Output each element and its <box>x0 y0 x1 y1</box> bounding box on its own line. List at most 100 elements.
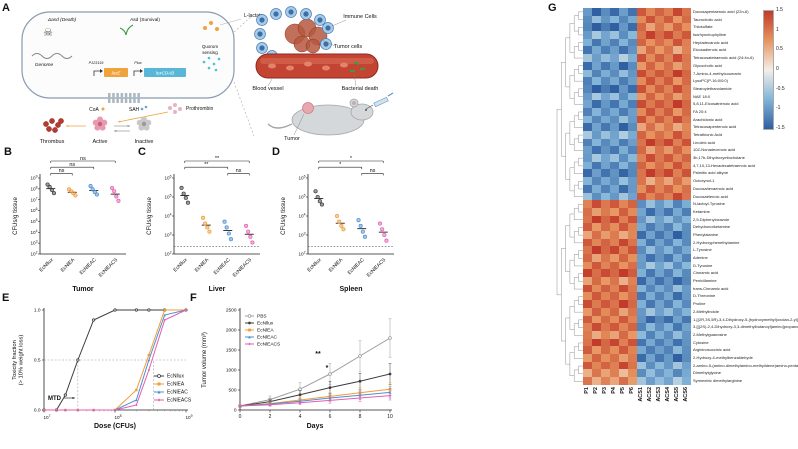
heatmap-col-label: ACS6 <box>683 387 690 402</box>
heatmap-cell <box>655 284 664 293</box>
data-point <box>116 198 121 203</box>
heatmap-cell <box>664 377 673 385</box>
heatmap-cell <box>619 338 628 347</box>
heatmap-cell <box>619 146 628 155</box>
heatmap-cell <box>619 131 628 139</box>
heatmap-cell <box>664 346 673 354</box>
significance-label: ns <box>236 168 242 174</box>
x-axis-title: Spleen <box>340 286 363 293</box>
syringe-plunger <box>387 92 394 97</box>
heatmap-cell <box>673 69 682 78</box>
panel-label-c: C <box>138 146 146 158</box>
label-genome: Genome <box>35 62 54 68</box>
legend-label: EcNllux <box>257 321 274 327</box>
heatmap-cell <box>664 238 673 247</box>
heatmap-cell <box>655 131 664 139</box>
heatmap-cell <box>619 277 628 285</box>
heatmap-cell <box>637 254 646 262</box>
heatmap-cell <box>682 177 691 185</box>
heatmap-row-label: 2-Methylindole <box>693 308 720 314</box>
heatmap-cell <box>655 146 664 155</box>
heatmap-cell <box>601 161 610 170</box>
platelet-petal <box>145 119 152 126</box>
heatmap-cell <box>637 23 646 32</box>
heatmap-cell <box>682 369 691 377</box>
heatmap-cell <box>583 107 592 116</box>
marker <box>388 372 392 376</box>
colorbar-tick-label: -0.5 <box>776 85 785 92</box>
heatmap-cell <box>610 353 619 362</box>
legend-label: EcNlEA <box>257 328 274 334</box>
axis-tick-label: 1000 <box>226 368 237 374</box>
heatmap-cell <box>592 238 601 247</box>
x-category-label: EcNlEACS <box>232 257 254 279</box>
heatmap-cell <box>646 292 655 301</box>
heatmap-cell <box>637 154 646 162</box>
heatmap-cell <box>673 138 682 147</box>
heatmap-cell <box>664 100 673 108</box>
heatmap-cell <box>637 361 646 370</box>
heatmap-cell <box>583 346 592 354</box>
heatmap-cell <box>592 353 601 362</box>
heatmap-cell <box>619 361 628 370</box>
tumor-bump <box>302 102 314 114</box>
heatmap-cell <box>664 330 673 339</box>
heatmap-cell <box>664 261 673 270</box>
platelet-petal <box>92 119 99 126</box>
heatmap-cell <box>628 69 637 78</box>
heatmap-cell <box>637 100 646 108</box>
heatmap-cell <box>655 323 664 331</box>
heatmap-cell <box>682 31 691 39</box>
quorum-molecule <box>207 56 211 60</box>
heatmap-cell <box>664 361 673 370</box>
lactate-molecule <box>215 27 219 31</box>
heatmap-cell <box>664 223 673 231</box>
data-point <box>49 187 54 192</box>
axis-tick-label: 106 <box>298 175 305 181</box>
heatmap-col-label: P2 <box>593 387 600 395</box>
heatmap-cell <box>655 377 664 385</box>
heatmap-cell <box>592 69 601 78</box>
line <box>331 19 347 27</box>
heatmap-row-label: Glycocholic acid <box>693 62 722 68</box>
heatmap-cell <box>673 377 682 385</box>
heatmap-cell <box>682 207 691 216</box>
colorbar-tick-label: -1.5 <box>776 125 785 131</box>
heatmap-cell <box>682 315 691 324</box>
heatmap-cell <box>673 315 682 324</box>
arrowhead <box>72 396 75 400</box>
heatmap-cell <box>646 246 655 254</box>
heatmap-cell <box>583 230 592 239</box>
heatmap-cell <box>619 107 628 116</box>
heatmap-row-label: FA 20:4 <box>693 108 707 114</box>
axis-tick-label: 105 <box>298 194 305 200</box>
heatmap-cell <box>601 254 610 262</box>
heatmap-cell <box>601 61 610 70</box>
heatmap-cell <box>655 200 664 208</box>
heatmap-cell <box>646 192 655 201</box>
heatmap-cell <box>583 369 592 377</box>
heatmap-cell <box>610 338 619 347</box>
heatmap-cell <box>592 31 601 39</box>
heatmap-cell <box>682 23 691 32</box>
heatmap-cell <box>583 8 592 16</box>
heatmap-cell <box>628 346 637 354</box>
membrane-channel <box>137 93 140 103</box>
heatmap-cell <box>601 8 610 16</box>
axis-tick-label: 103 <box>298 232 305 238</box>
arrowhead <box>127 124 130 128</box>
label-blood-vessel: Blood vessel <box>252 86 283 92</box>
heatmap-row-label: 4,7,10,13-Hexadecatetraenoic acid <box>693 162 756 168</box>
y-axis-title: CFUs/g tissue <box>13 197 19 235</box>
heatmap-cell <box>610 184 619 193</box>
heatmap-cell <box>619 177 628 185</box>
heatmap-cell <box>682 15 691 24</box>
data-point <box>244 223 249 228</box>
heatmap-cell <box>646 261 655 270</box>
data-point <box>110 185 115 191</box>
data-point <box>313 189 318 194</box>
marker <box>92 408 95 412</box>
heatmap-cell <box>646 46 655 55</box>
axis-tick-label: 4 <box>299 414 302 420</box>
red-blood-cell <box>322 65 330 71</box>
